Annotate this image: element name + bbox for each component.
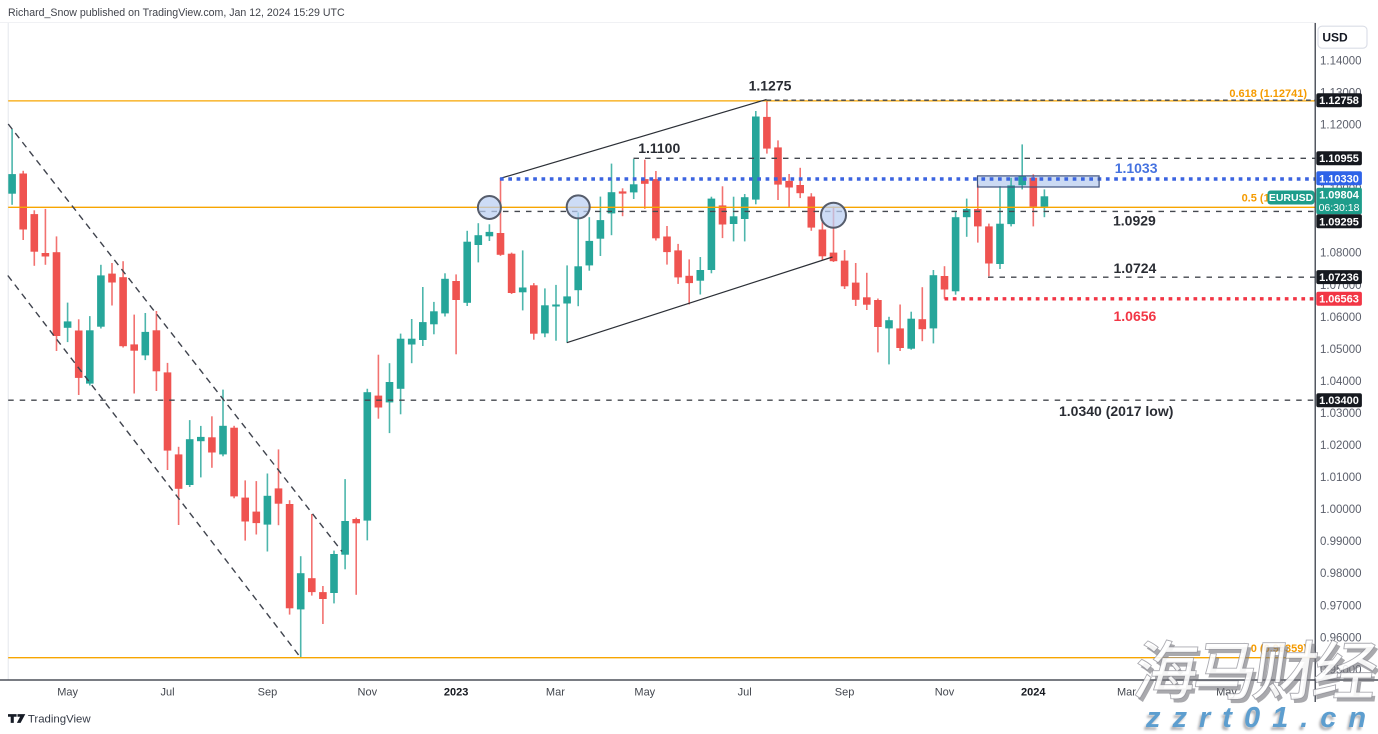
- svg-text:1.0929: 1.0929: [1113, 213, 1156, 229]
- svg-text:1.09804: 1.09804: [1319, 189, 1360, 201]
- svg-text:1.10955: 1.10955: [1319, 153, 1359, 165]
- svg-text:1.0340 (2017 low): 1.0340 (2017 low): [1059, 403, 1173, 419]
- svg-text:1.12758: 1.12758: [1319, 95, 1359, 107]
- svg-text:2023: 2023: [444, 686, 468, 698]
- svg-text:1.05000: 1.05000: [1320, 344, 1362, 356]
- svg-text:2024: 2024: [1021, 686, 1046, 698]
- svg-text:May: May: [634, 686, 655, 698]
- svg-text:1.12000: 1.12000: [1320, 120, 1362, 132]
- svg-text:0.98000: 0.98000: [1320, 568, 1362, 580]
- svg-text:Mar: Mar: [546, 686, 565, 698]
- svg-text:0.97000: 0.97000: [1320, 600, 1362, 612]
- svg-text:1.10330: 1.10330: [1319, 173, 1359, 185]
- svg-text:1.0656: 1.0656: [1114, 308, 1157, 324]
- svg-text:1.07236: 1.07236: [1319, 272, 1359, 284]
- svg-text:06:30:18: 06:30:18: [1319, 202, 1360, 214]
- svg-text:Mar: Mar: [1117, 686, 1136, 698]
- svg-text:1.02000: 1.02000: [1320, 440, 1362, 452]
- svg-text:May: May: [57, 686, 78, 698]
- svg-text:1.09295: 1.09295: [1319, 216, 1359, 228]
- svg-text:1.06000: 1.06000: [1320, 312, 1362, 324]
- svg-text:1.01000: 1.01000: [1320, 472, 1362, 484]
- svg-text:Nov: Nov: [358, 686, 378, 698]
- svg-text:TradingView: TradingView: [28, 713, 91, 725]
- svg-text:1.1033: 1.1033: [1115, 160, 1158, 176]
- svg-text:1.1100: 1.1100: [638, 140, 680, 156]
- svg-text:1.14000: 1.14000: [1320, 55, 1362, 67]
- svg-text:EURUSD: EURUSD: [1269, 192, 1314, 204]
- svg-text:Richard_Snow published on Trad: Richard_Snow published on TradingView.co…: [8, 7, 345, 19]
- svg-text:Sep: Sep: [835, 686, 855, 698]
- svg-text:Jul: Jul: [160, 686, 174, 698]
- svg-text:1.00000: 1.00000: [1320, 504, 1362, 516]
- svg-text:1.03400: 1.03400: [1319, 395, 1359, 407]
- svg-text:1.0724: 1.0724: [1114, 260, 1157, 276]
- svg-text:0.96000: 0.96000: [1320, 632, 1362, 644]
- svg-text:0.618 (1.12741): 0.618 (1.12741): [1229, 88, 1307, 100]
- svg-text:1.04000: 1.04000: [1320, 376, 1362, 388]
- svg-text:Sep: Sep: [258, 686, 278, 698]
- svg-text:0.99000: 0.99000: [1320, 536, 1362, 548]
- svg-text:Jul: Jul: [738, 686, 752, 698]
- svg-text:1.03000: 1.03000: [1320, 408, 1362, 420]
- svg-text:Nov: Nov: [935, 686, 955, 698]
- svg-text:1.06563: 1.06563: [1319, 294, 1359, 306]
- svg-text:1.1275: 1.1275: [749, 78, 792, 94]
- svg-text:1.08000: 1.08000: [1320, 248, 1362, 260]
- svg-text:USD: USD: [1322, 31, 1348, 45]
